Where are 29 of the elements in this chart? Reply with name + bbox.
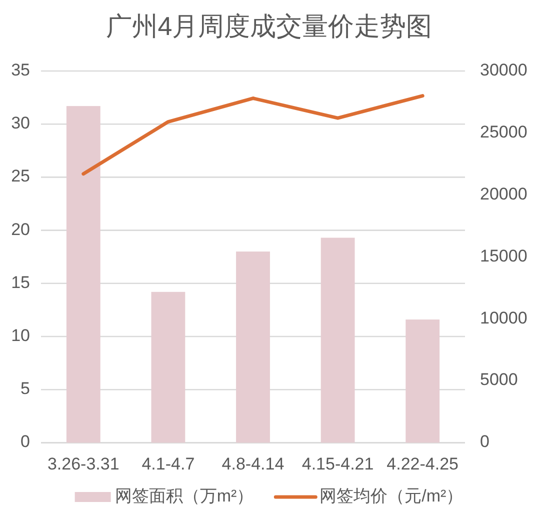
y-tick-label: 0 [20,432,30,452]
x-tick-label: 4.8-4.14 [222,454,284,474]
y-tick-label: 25 [11,166,30,186]
x-tick-label: 4.15-4.21 [302,454,374,474]
y-tick-label: 5 [20,379,30,398]
y2-tick-label: 5000 [480,370,518,390]
y-tick-label: 20 [11,220,30,239]
y2-tick-label: 15000 [480,246,528,266]
bar [151,292,186,443]
x-tick-label: 3.26-3.31 [47,454,120,474]
bar [406,320,440,443]
legend-label: 网签均价（元/m²） [320,486,464,506]
line-series [82,94,424,176]
bar [320,238,355,443]
y-tick-label: 10 [11,326,30,345]
chart-title: 广州4月周度成交量价走势图 [106,10,432,41]
y2-tick-label: 25000 [480,122,528,142]
y2-tick-label: 0 [480,432,490,452]
x-tick-label: 4.1-4.7 [142,454,195,474]
y-tick-label: 15 [11,272,30,292]
legend-label: 网签面积（万m²） [114,486,254,506]
y-tick-label: 30 [11,114,30,133]
y2-tick-label: 30000 [480,60,528,80]
x-tick-label: 4.22-4.25 [386,454,459,474]
bar [66,106,100,443]
bar [236,252,270,443]
y2-tick-label: 20000 [480,184,528,204]
y2-tick-label: 10000 [480,308,528,328]
y-tick-label: 35 [11,60,30,80]
